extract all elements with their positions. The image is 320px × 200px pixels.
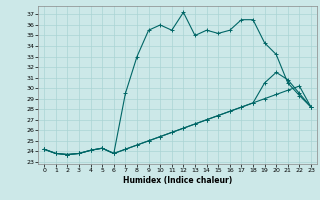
X-axis label: Humidex (Indice chaleur): Humidex (Indice chaleur) [123, 176, 232, 185]
